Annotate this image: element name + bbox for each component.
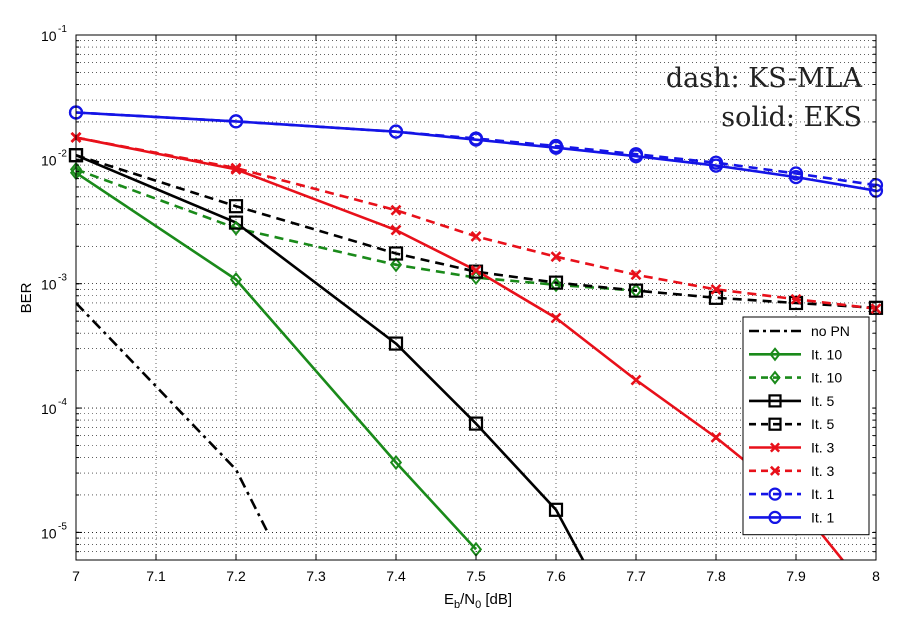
series-line-3: [76, 154, 585, 560]
data-point-x: [550, 312, 562, 324]
legend-marker: [769, 347, 781, 362]
legend-marker: [768, 394, 782, 408]
y-tick-label: 10: [41, 525, 57, 541]
legend-label: It. 5: [811, 393, 835, 409]
y-tick-exponent: -4: [58, 397, 67, 408]
y-tick-label: 10: [41, 401, 57, 417]
series-line-8: [76, 111, 876, 192]
x-axis-label-mid: /N: [460, 591, 475, 608]
x-axis-label-suffix: [dB]: [481, 591, 512, 608]
data-point-x: [390, 204, 402, 216]
x-tick-label: 7.1: [146, 568, 166, 584]
series-line-4: [76, 153, 876, 310]
y-tick-exponent: -3: [58, 273, 67, 284]
legend-label: no PN: [811, 323, 850, 339]
annotation-dash: dash: KS-MLA: [666, 63, 863, 94]
legend-label: It. 3: [811, 463, 835, 479]
x-tick-label: 7.5: [466, 568, 486, 584]
legend-box: [742, 316, 870, 536]
data-point-square: [228, 199, 244, 214]
data-point-square: [628, 283, 644, 298]
y-tick-exponent: -5: [58, 521, 67, 532]
series-line-1: [76, 171, 477, 551]
series-line-0: [76, 302, 270, 534]
data-point-square: [468, 264, 484, 279]
x-tick-label: 7.4: [386, 568, 406, 584]
data-point-x: [710, 283, 722, 295]
y-axis-label: BER: [18, 282, 35, 313]
data-point-x: [630, 374, 642, 386]
data-point-diamond: [549, 277, 563, 293]
data-point-square: [388, 246, 404, 261]
data-point-circle: [228, 114, 244, 129]
x-axis-label: Eb/N0 [dB]: [444, 591, 512, 611]
data-point-diamond: [229, 271, 243, 288]
legend-label: It. 5: [811, 416, 835, 432]
legend-marker: [768, 417, 782, 431]
x-tick-label: 7.6: [546, 568, 566, 584]
legend-marker: [769, 442, 781, 453]
data-point-square: [468, 416, 484, 431]
data-point-x: [550, 251, 562, 263]
data-point-square: [388, 336, 404, 351]
legend-marker: [769, 370, 781, 385]
legend: no PN It. 10 It. 10 It. 5 It. 5 It. 3 It. 3 It.…: [742, 316, 870, 536]
legend-marker: [769, 465, 781, 476]
data-point-diamond: [229, 220, 243, 236]
data-point-circle: [788, 169, 804, 185]
x-axis-label-sub-0: 0: [475, 599, 481, 611]
data-point-square: [708, 290, 724, 305]
x-tick-label: 7.9: [786, 568, 806, 584]
y-tick-exponent: -2: [58, 148, 67, 159]
data-point-x: [630, 269, 642, 281]
legend-label: It. 1: [811, 486, 835, 502]
legend-marker: [768, 510, 782, 525]
data-point-circle: [708, 158, 724, 173]
legend-label: It. 10: [811, 346, 842, 362]
x-tick-label: 7: [72, 568, 80, 584]
x-tick-label: 7.3: [306, 568, 326, 584]
series-line-2: [76, 168, 637, 292]
y-tick-exponent: -1: [58, 24, 67, 35]
legend-marker: [768, 487, 782, 501]
data-point-x: [230, 162, 242, 174]
data-point-x: [470, 264, 482, 276]
data-point-x: [710, 432, 722, 443]
x-tick-label: 7.7: [626, 568, 646, 584]
data-point-circle: [628, 149, 644, 164]
y-tick-label: 10: [41, 152, 57, 168]
legend-label: It. 1: [811, 509, 835, 525]
data-point-square: [548, 502, 564, 517]
data-point-x: [790, 293, 802, 305]
tick-labels: 7 7.1 7.2 7.3 7.4 7.5 7.6 7.7 7.8 7.9 810 -110 -210-…: [41, 24, 880, 584]
annotation-solid: solid: EKS: [721, 102, 862, 133]
data-point-circle: [548, 140, 564, 155]
legend-label: It. 10: [811, 370, 842, 386]
x-axis-label-base: E: [444, 591, 454, 608]
data-point-circle: [388, 124, 404, 139]
data-point-x: [390, 224, 402, 236]
data-point-diamond: [389, 454, 403, 471]
data-point-diamond: [469, 269, 483, 286]
y-tick-label: 10: [41, 277, 57, 293]
x-tick-label: 7.8: [706, 568, 726, 584]
data-point-square: [228, 215, 244, 230]
x-tick-label: 8: [872, 568, 880, 584]
data-point-square: [548, 275, 564, 290]
data-point-x: [470, 231, 482, 242]
x-tick-label: 7.2: [226, 568, 246, 584]
legend-label: It. 3: [811, 440, 835, 456]
x-axis-label-sub-b: b: [454, 599, 460, 611]
data-point-circle: [468, 132, 484, 147]
data-point-diamond: [389, 257, 403, 273]
data-point-square: [788, 295, 804, 311]
y-tick-label: 10: [41, 28, 57, 44]
